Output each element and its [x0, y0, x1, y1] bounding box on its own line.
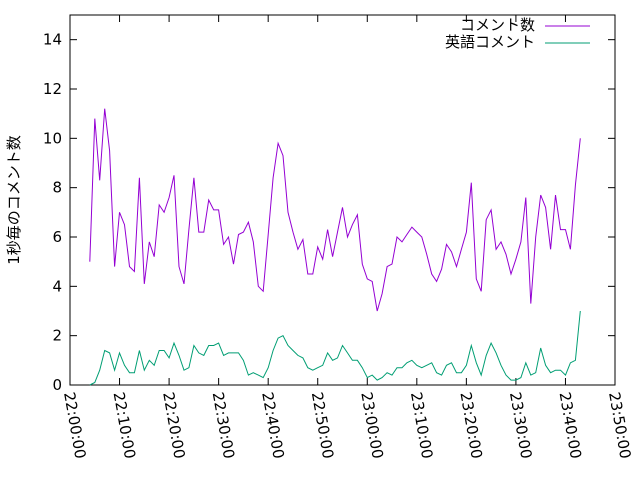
- y-tick-label: 4: [52, 277, 62, 295]
- plot-frame: [69, 14, 616, 386]
- y-tick-label: 0: [52, 376, 62, 394]
- x-tick-label: 22:00:00: [60, 391, 89, 460]
- x-tick-label: 23:20:00: [456, 391, 485, 460]
- x-tick-label: 22:30:00: [209, 391, 238, 460]
- x-tick-label: 23:40:00: [556, 391, 585, 460]
- legend-label-2: 英語コメント: [445, 33, 535, 51]
- y-tick-label: 8: [52, 179, 62, 197]
- series-lines: [89, 108, 581, 386]
- x-tick-label: 22:50:00: [308, 391, 337, 460]
- x-tick-label: 22:10:00: [110, 391, 139, 460]
- series-line-1: [89, 108, 581, 312]
- y-tick-label: 2: [52, 327, 62, 345]
- x-tick-label: 22:40:00: [258, 391, 287, 460]
- series-line-2: [89, 310, 581, 386]
- y-tick-label: 6: [52, 228, 62, 246]
- axis-ticks: [69, 15, 616, 386]
- legend-label-1: コメント数: [460, 16, 535, 34]
- x-tick-label: 23:10:00: [407, 391, 436, 460]
- y-tick-label: 12: [43, 80, 62, 98]
- x-tick-label: 23:50:00: [605, 391, 634, 460]
- x-tick-labels: 22:00:00 22:10:00 22:20:00 22:30:00 22:40:00…: [60, 391, 634, 460]
- y-tick-labels: 0 2 4 6 8 10 12 14: [43, 31, 62, 394]
- y-axis-label: 1秒毎のコメント数: [5, 135, 23, 265]
- x-tick-label: 22:20:00: [159, 391, 188, 460]
- x-tick-label: 23:30:00: [506, 391, 535, 460]
- y-tick-label: 14: [43, 31, 62, 49]
- x-tick-label: 23:00:00: [357, 391, 386, 460]
- y-tick-label: 10: [43, 129, 62, 147]
